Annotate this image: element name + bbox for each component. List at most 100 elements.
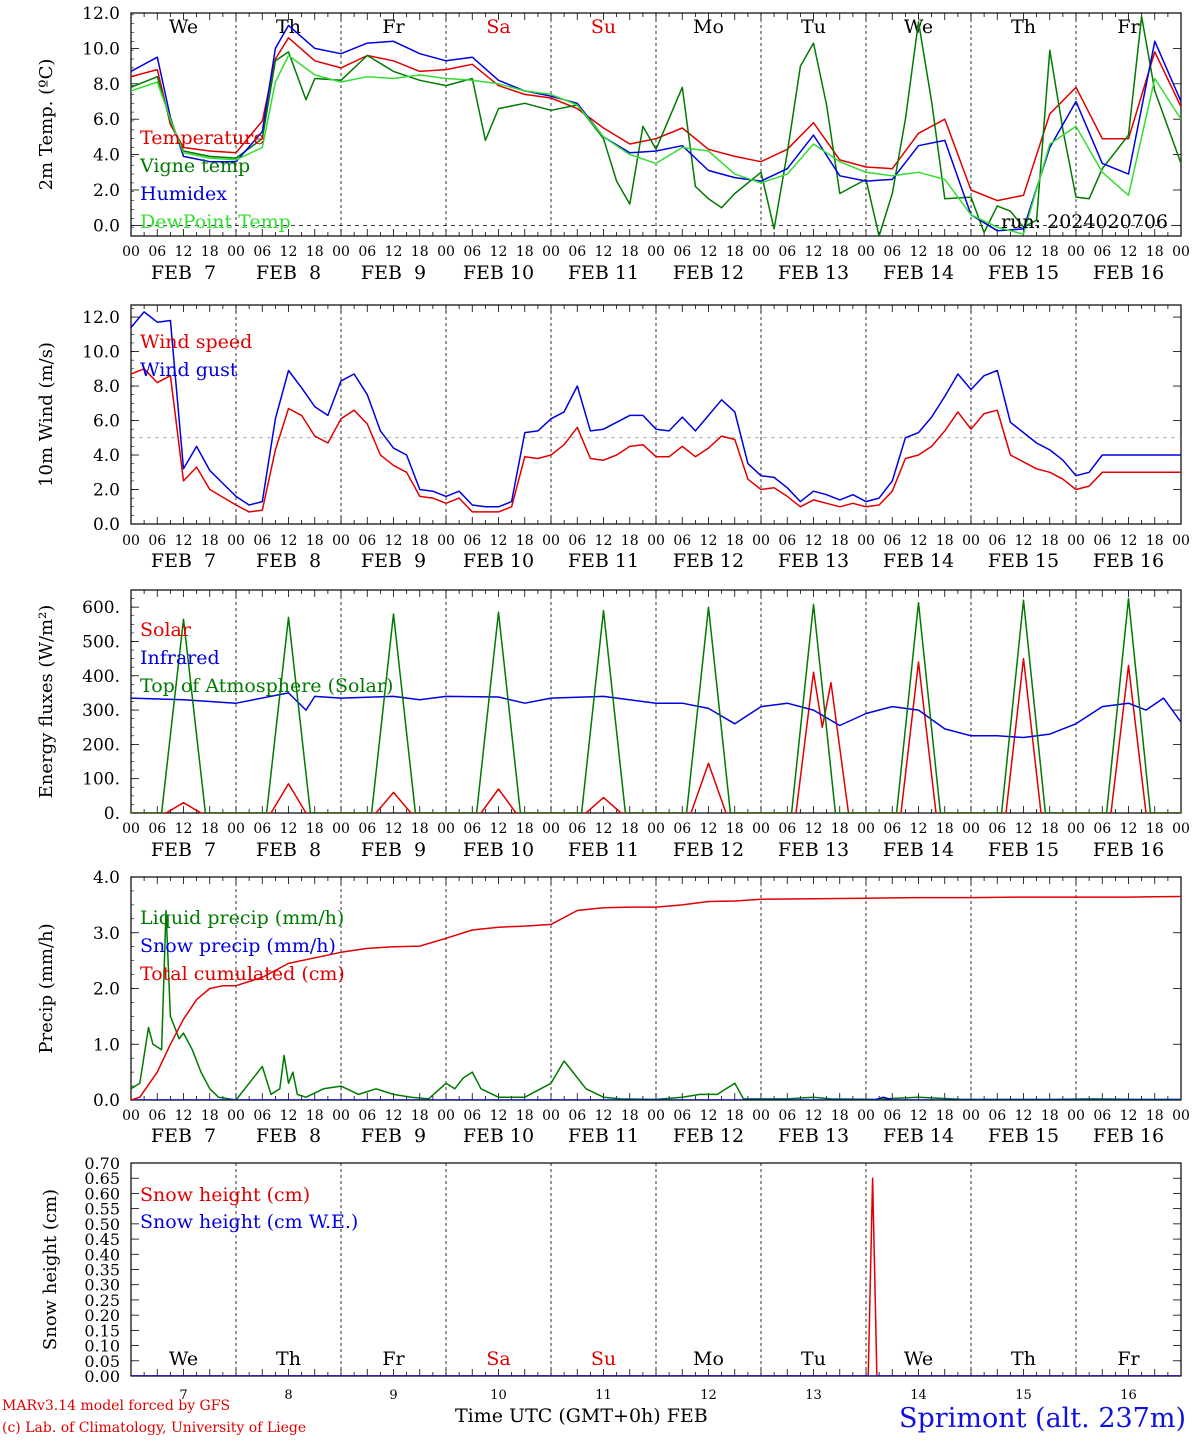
date-label: FEB 11 <box>568 262 639 284</box>
station-name: Sprimont (alt. 237m) <box>899 1403 1186 1434</box>
legend-entry: Solar <box>140 619 192 641</box>
weekday-label: Tu <box>801 1348 826 1370</box>
hour-tick-label: 06 <box>778 533 796 549</box>
hour-tick-label: 00 <box>857 821 875 837</box>
date-label: FEB 16 <box>1093 550 1164 572</box>
legend-entry: Snow height (cm) <box>140 1184 310 1206</box>
hour-tick-label: 12 <box>385 1108 403 1124</box>
y-tick-label: 100. <box>82 770 120 790</box>
copyright-credit: (c) Lab. of Climatology, University of L… <box>2 1420 307 1436</box>
hour-tick-label: 06 <box>1093 533 1111 549</box>
date-label: FEB 15 <box>988 550 1059 572</box>
hour-tick-label: 06 <box>1093 821 1111 837</box>
series-line <box>131 1096 1181 1100</box>
hour-tick-label: 06 <box>988 533 1006 549</box>
hour-tick-label: 18 <box>621 244 639 260</box>
date-label: FEB 16 <box>1093 262 1164 284</box>
hour-tick-label: 18 <box>936 533 954 549</box>
hour-tick-label: 12 <box>910 244 928 260</box>
hour-tick-label: 18 <box>201 244 219 260</box>
date-label: FEB 12 <box>673 1125 744 1147</box>
hour-tick-label: 00 <box>1067 821 1085 837</box>
hour-tick-label: 06 <box>358 244 376 260</box>
legend-entry: DewPoint Temp <box>140 211 291 233</box>
y-tick-label: 6.0 <box>93 110 120 130</box>
panel-3: 0. 100. 200. 300. 400. 500. 600. Energy fluxes … <box>36 589 1190 861</box>
series-line <box>131 692 1181 739</box>
weekday-label: We <box>169 1348 198 1370</box>
hour-tick-label: 12 <box>805 533 823 549</box>
hour-tick-label: 06 <box>358 533 376 549</box>
hour-tick-label: 12 <box>175 1108 193 1124</box>
hour-tick-label: 12 <box>385 821 403 837</box>
date-label: FEB 16 <box>1093 839 1164 861</box>
hour-tick-label: 06 <box>568 1108 586 1124</box>
y-tick-label: 12.0 <box>82 4 120 24</box>
hour-tick-label: 00 <box>1067 533 1085 549</box>
hour-tick-label: 12 <box>1015 244 1033 260</box>
hour-tick-label: 00 <box>1172 821 1190 837</box>
y-tick-label: 200. <box>82 735 120 755</box>
date-label: FEB 9 <box>361 839 426 861</box>
hour-tick-label: 18 <box>201 821 219 837</box>
legend-entry: Liquid precip (mm/h) <box>140 907 344 929</box>
y-tick-label: 600. <box>82 598 120 618</box>
hour-tick-label: 18 <box>1041 533 1059 549</box>
y-axis-title: Energy fluxes (W/m²) <box>36 605 57 799</box>
hour-tick-label: 06 <box>358 1108 376 1124</box>
day-number-label: 12 <box>700 1388 717 1403</box>
date-label: FEB 13 <box>778 839 849 861</box>
hour-tick-label: 06 <box>148 533 166 549</box>
date-label: FEB 16 <box>1093 1125 1164 1147</box>
y-axis-title: Snow height (cm) <box>40 1189 61 1350</box>
date-label: FEB 7 <box>151 839 216 861</box>
hour-tick-label: 12 <box>175 244 193 260</box>
hour-tick-label: 00 <box>1067 244 1085 260</box>
hour-tick-label: 12 <box>1015 821 1033 837</box>
hour-tick-label: 12 <box>175 533 193 549</box>
weekday-label: Mo <box>693 1348 724 1370</box>
weekday-label: Fr <box>1117 1348 1140 1370</box>
y-tick-label: 4.0 <box>93 868 120 888</box>
weekday-label: Sa <box>486 1348 510 1370</box>
hour-tick-label: 18 <box>726 533 744 549</box>
date-label: FEB 10 <box>463 550 534 572</box>
hour-tick-label: 18 <box>831 821 849 837</box>
hour-tick-label: 06 <box>463 821 481 837</box>
date-label: FEB 13 <box>778 1125 849 1147</box>
y-tick-label: 0.0 <box>93 1091 120 1111</box>
hour-tick-label: 06 <box>778 821 796 837</box>
hour-tick-label: 18 <box>306 244 324 260</box>
hour-tick-label: 18 <box>411 533 429 549</box>
hour-tick-label: 18 <box>936 821 954 837</box>
hour-tick-label: 18 <box>1041 821 1059 837</box>
hour-tick-label: 12 <box>1015 533 1033 549</box>
date-label: FEB 8 <box>256 839 321 861</box>
hour-tick-label: 18 <box>1041 244 1059 260</box>
date-label: FEB 13 <box>778 550 849 572</box>
y-tick-label: 0.70 <box>84 1154 120 1173</box>
y-tick-label: 0.60 <box>84 1184 120 1203</box>
y-tick-label: 3.0 <box>93 924 120 944</box>
weekday-label: Th <box>276 1348 301 1370</box>
hour-tick-label: 06 <box>1093 244 1111 260</box>
hour-tick-label: 06 <box>883 244 901 260</box>
day-number-label: 7 <box>179 1388 187 1403</box>
hour-tick-label: 00 <box>542 821 560 837</box>
hour-tick-label: 18 <box>621 1108 639 1124</box>
series-line <box>131 37 1181 202</box>
date-label: FEB 13 <box>778 262 849 284</box>
hour-tick-label: 12 <box>175 821 193 837</box>
hour-tick-label: 12 <box>700 244 718 260</box>
y-tick-label: 0.50 <box>84 1215 120 1234</box>
hour-tick-label: 06 <box>568 244 586 260</box>
hour-tick-label: 12 <box>700 533 718 549</box>
legend-entry: Wind gust <box>140 359 238 381</box>
hour-tick-label: 00 <box>332 821 350 837</box>
hour-tick-label: 00 <box>542 244 560 260</box>
y-tick-label: 1.0 <box>93 1035 120 1055</box>
hour-tick-label: 12 <box>385 533 403 549</box>
series-group <box>131 1177 1181 1376</box>
y-tick-label: 0.05 <box>84 1352 120 1371</box>
